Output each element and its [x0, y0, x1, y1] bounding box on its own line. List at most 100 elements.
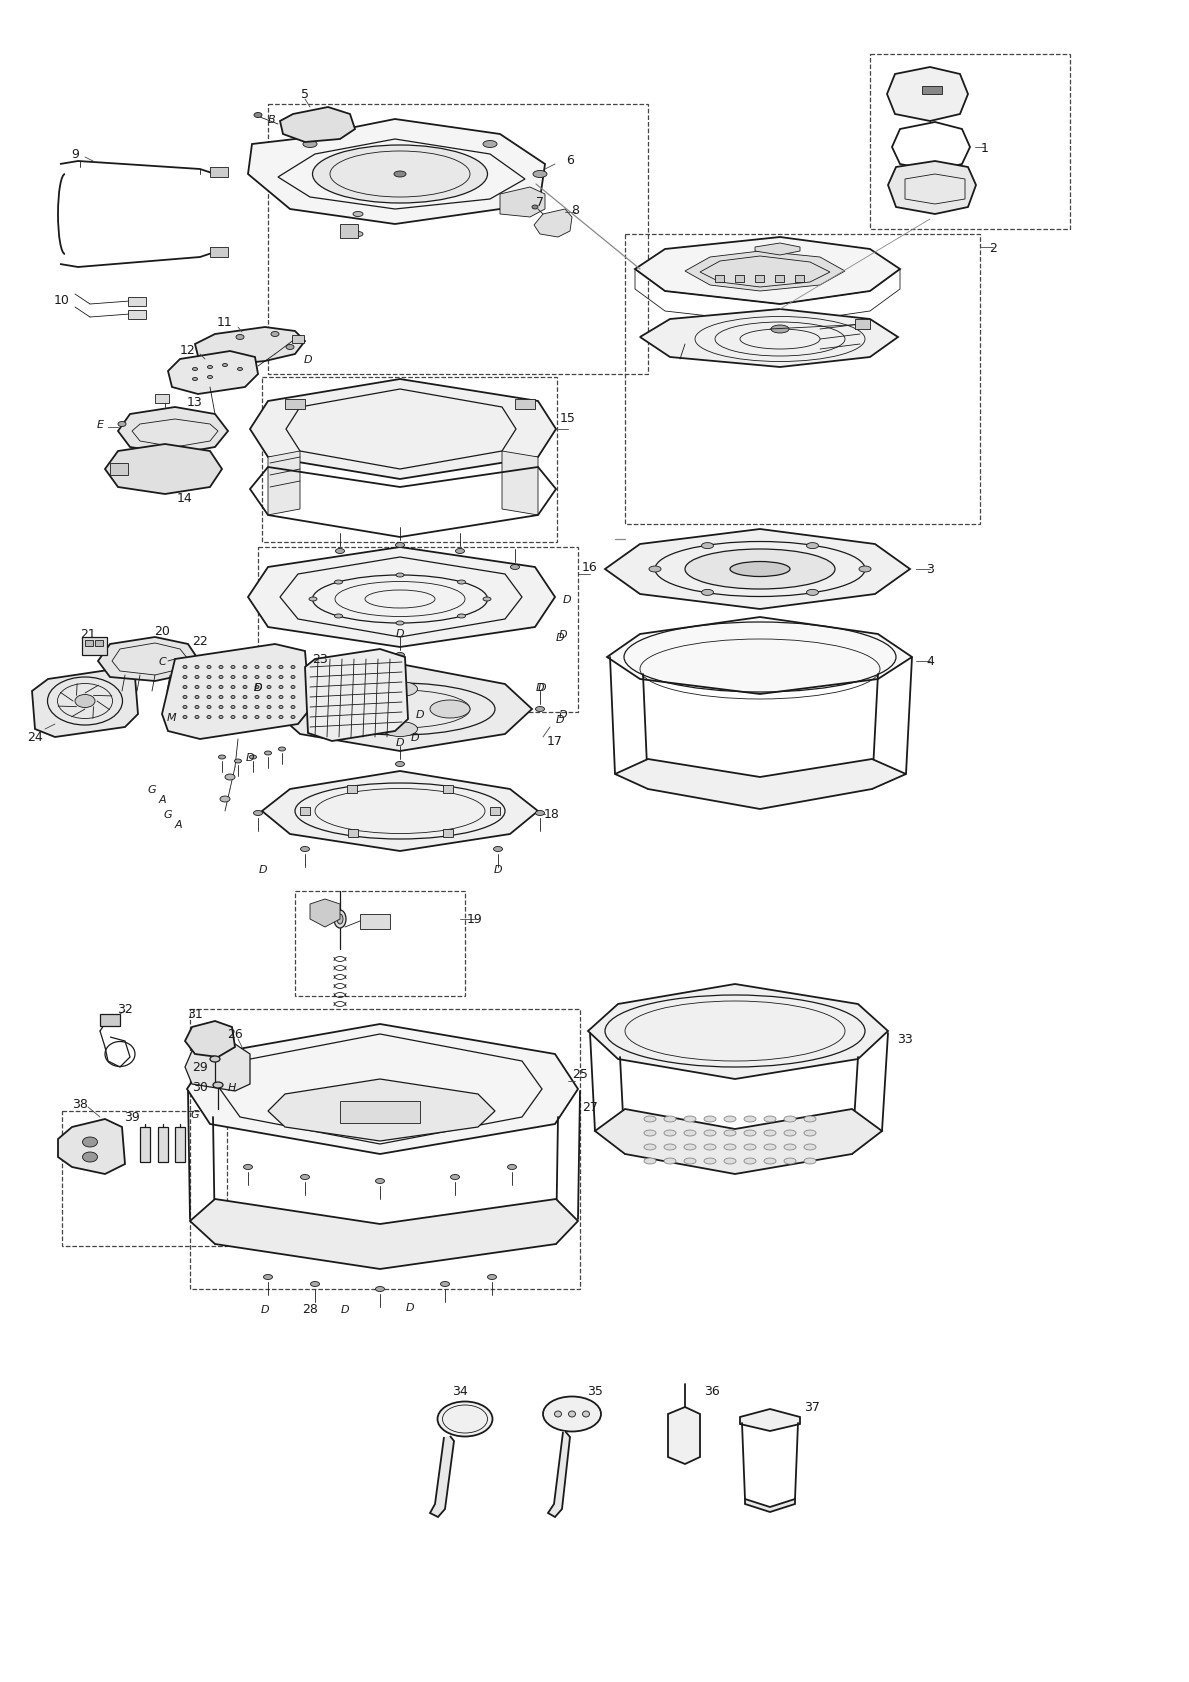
Text: 10: 10: [54, 293, 70, 306]
Ellipse shape: [207, 676, 210, 680]
Text: D: D: [405, 1302, 414, 1312]
Polygon shape: [605, 530, 910, 609]
Ellipse shape: [207, 706, 210, 710]
Ellipse shape: [195, 706, 199, 710]
Ellipse shape: [231, 717, 235, 720]
Ellipse shape: [75, 695, 95, 708]
Ellipse shape: [493, 848, 503, 853]
Ellipse shape: [451, 1174, 459, 1179]
Ellipse shape: [243, 666, 247, 669]
Text: 30: 30: [193, 1082, 208, 1093]
Ellipse shape: [291, 666, 295, 669]
Ellipse shape: [219, 676, 224, 680]
Polygon shape: [306, 649, 408, 742]
Ellipse shape: [82, 1152, 97, 1162]
Ellipse shape: [219, 666, 224, 669]
Ellipse shape: [331, 701, 370, 718]
Ellipse shape: [195, 666, 199, 669]
Ellipse shape: [310, 1282, 320, 1287]
Text: D: D: [396, 738, 404, 747]
Text: D: D: [559, 629, 567, 639]
Ellipse shape: [770, 326, 789, 333]
Ellipse shape: [279, 676, 283, 680]
Ellipse shape: [394, 172, 405, 178]
Ellipse shape: [279, 686, 283, 690]
Text: 36: 36: [704, 1384, 719, 1398]
Ellipse shape: [264, 1275, 272, 1280]
Ellipse shape: [644, 1159, 656, 1164]
Ellipse shape: [533, 172, 547, 178]
Ellipse shape: [309, 597, 317, 602]
Bar: [100, 1014, 120, 1026]
Text: 19: 19: [467, 913, 483, 927]
Text: 18: 18: [545, 807, 560, 821]
Ellipse shape: [254, 686, 259, 690]
Ellipse shape: [663, 1159, 677, 1164]
Ellipse shape: [231, 676, 235, 680]
Bar: [795, 276, 804, 283]
Ellipse shape: [784, 1144, 795, 1150]
Polygon shape: [97, 637, 199, 681]
Text: D: D: [303, 355, 313, 365]
Text: G: G: [147, 784, 156, 794]
Ellipse shape: [254, 706, 259, 710]
Ellipse shape: [268, 666, 271, 669]
Polygon shape: [185, 1021, 235, 1058]
Ellipse shape: [254, 676, 259, 680]
Ellipse shape: [804, 1117, 816, 1122]
Polygon shape: [635, 237, 900, 304]
Ellipse shape: [334, 580, 342, 585]
Ellipse shape: [254, 717, 259, 720]
Text: 29: 29: [193, 1061, 208, 1073]
Polygon shape: [162, 644, 310, 740]
Bar: [755, 276, 765, 283]
Ellipse shape: [483, 141, 497, 148]
Polygon shape: [888, 161, 976, 215]
Ellipse shape: [219, 755, 226, 760]
Text: D: D: [493, 865, 502, 875]
Ellipse shape: [158, 397, 166, 402]
Ellipse shape: [704, 1144, 716, 1150]
Ellipse shape: [804, 1159, 816, 1164]
Ellipse shape: [301, 1174, 309, 1179]
Bar: [62, 1112, 227, 1246]
Text: 25: 25: [572, 1068, 587, 1082]
Ellipse shape: [535, 811, 545, 816]
Ellipse shape: [291, 717, 295, 720]
Polygon shape: [594, 1110, 882, 1174]
Polygon shape: [268, 452, 300, 516]
Ellipse shape: [254, 696, 259, 700]
Ellipse shape: [183, 676, 187, 680]
Polygon shape: [310, 900, 340, 927]
Ellipse shape: [684, 1144, 696, 1150]
Ellipse shape: [271, 333, 279, 338]
Ellipse shape: [279, 666, 283, 669]
Ellipse shape: [243, 676, 247, 680]
Ellipse shape: [396, 574, 404, 577]
Polygon shape: [887, 67, 968, 121]
Text: D: D: [559, 710, 567, 720]
Ellipse shape: [231, 696, 235, 700]
Ellipse shape: [254, 666, 259, 669]
Ellipse shape: [784, 1159, 795, 1164]
Bar: [300, 807, 310, 816]
Ellipse shape: [207, 666, 210, 669]
Ellipse shape: [724, 1130, 736, 1137]
Ellipse shape: [455, 550, 465, 553]
Ellipse shape: [730, 562, 789, 577]
Ellipse shape: [195, 676, 199, 680]
Ellipse shape: [219, 706, 224, 710]
Ellipse shape: [336, 915, 342, 925]
Polygon shape: [640, 309, 898, 368]
Ellipse shape: [438, 1401, 492, 1436]
Text: C: C: [158, 656, 166, 666]
Text: D: D: [253, 683, 263, 693]
Ellipse shape: [684, 1130, 696, 1137]
Ellipse shape: [195, 717, 199, 720]
Text: 1: 1: [981, 141, 989, 155]
Ellipse shape: [244, 1166, 252, 1169]
Bar: [128, 311, 146, 320]
Ellipse shape: [268, 676, 271, 680]
Bar: [515, 400, 535, 410]
Ellipse shape: [383, 722, 417, 737]
